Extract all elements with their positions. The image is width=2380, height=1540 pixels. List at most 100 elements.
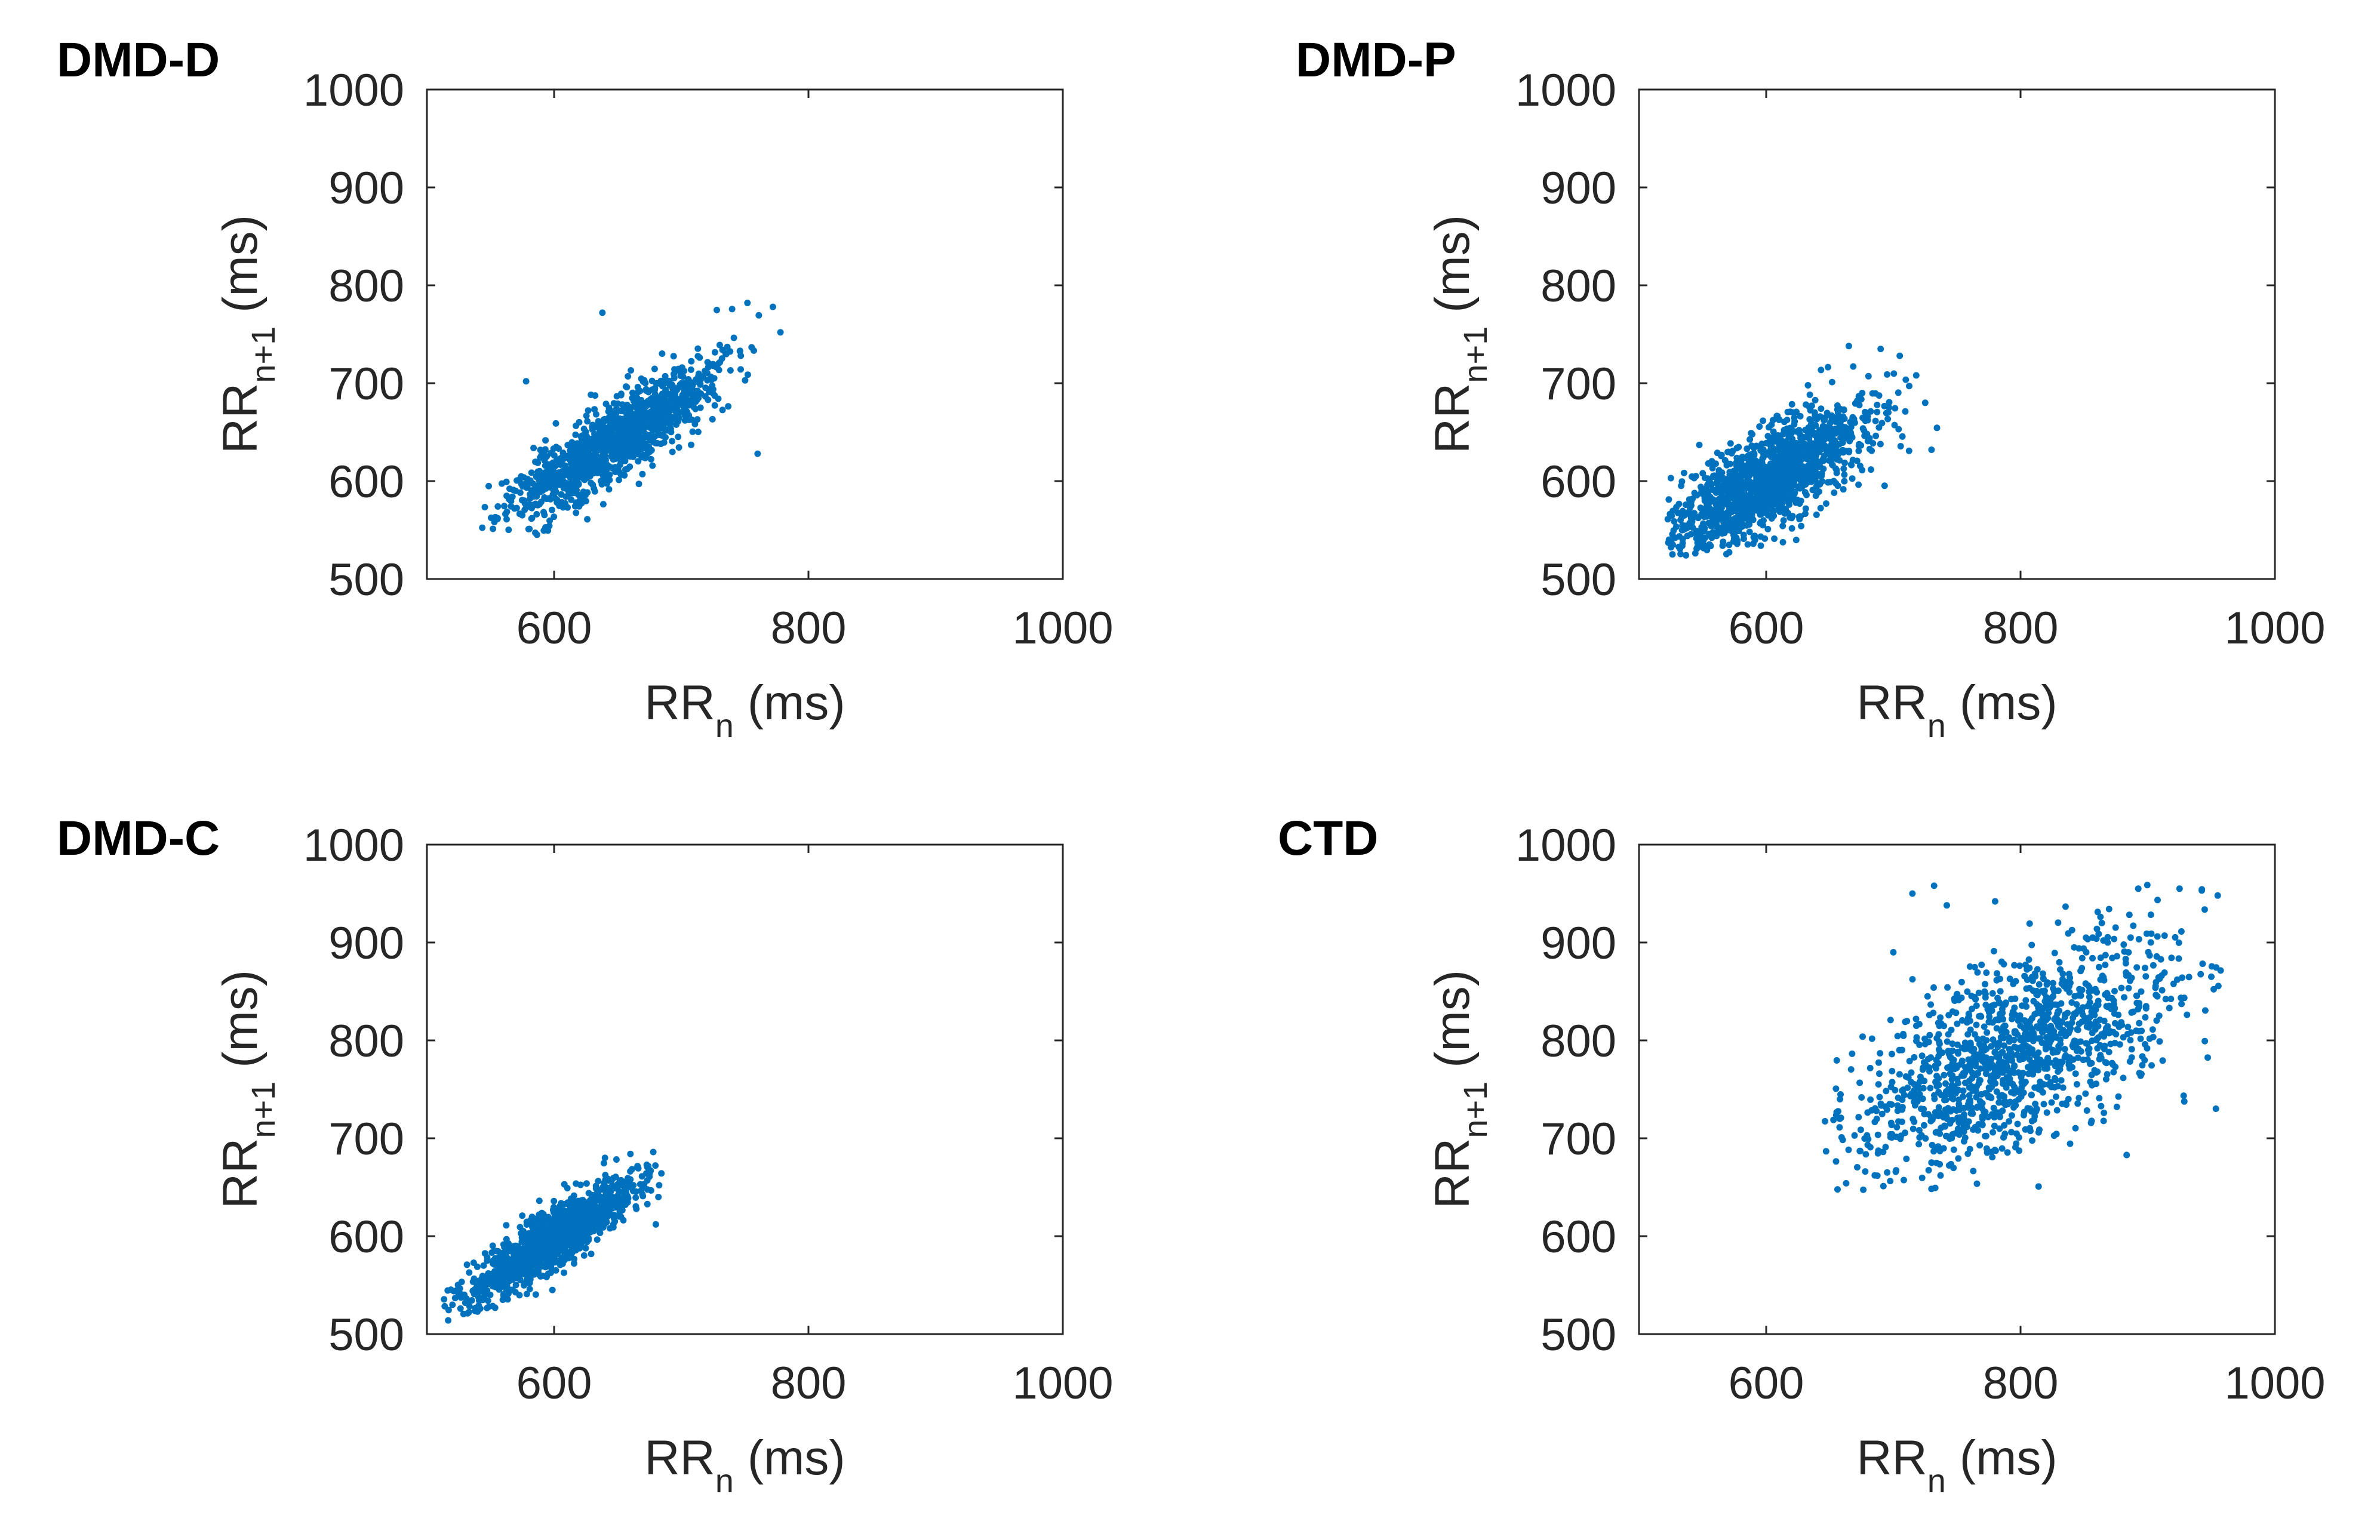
data-point	[545, 1270, 552, 1277]
data-point	[542, 437, 549, 444]
data-point	[1687, 501, 1694, 508]
data-point	[1839, 446, 1846, 454]
data-point	[2027, 1128, 2034, 1135]
data-point	[1822, 1118, 1828, 1125]
data-point	[571, 1200, 578, 1207]
data-point	[1872, 417, 1879, 424]
data-point	[1950, 1146, 1957, 1153]
data-point	[475, 1293, 482, 1301]
data-point	[2077, 992, 2084, 999]
data-point	[1770, 454, 1778, 461]
data-point	[1850, 363, 1857, 370]
data-point	[515, 1255, 522, 1262]
data-point	[449, 1301, 456, 1308]
data-point	[629, 1166, 636, 1173]
x-tick-label: 600	[516, 603, 592, 654]
data-point	[728, 306, 736, 313]
data-point	[2201, 1007, 2209, 1014]
x-tick-label: 600	[516, 1358, 592, 1409]
data-point	[602, 476, 610, 483]
scatter-points	[1664, 343, 1941, 559]
data-point	[1955, 1118, 1962, 1125]
data-point	[1801, 469, 1808, 476]
data-point-outlier	[1921, 399, 1929, 406]
data-point	[2078, 987, 2086, 993]
data-point	[2049, 980, 2056, 987]
data-point	[1739, 523, 1746, 530]
data-point	[614, 443, 621, 450]
data-point	[1806, 430, 1813, 438]
data-point	[1756, 423, 1763, 430]
data-point	[503, 1222, 510, 1229]
data-point	[2059, 1084, 2067, 1091]
data-point	[466, 1269, 473, 1276]
data-point	[1752, 457, 1759, 464]
data-point	[1665, 539, 1672, 546]
data-point	[576, 1236, 583, 1243]
data-point	[565, 491, 573, 497]
data-point	[1717, 509, 1724, 516]
data-point	[2094, 908, 2101, 916]
data-point	[508, 498, 515, 505]
data-point	[669, 383, 677, 390]
data-point	[1886, 404, 1893, 411]
data-point	[1832, 480, 1840, 487]
data-point	[1774, 465, 1781, 472]
data-point	[1864, 438, 1871, 445]
data-point	[591, 406, 598, 413]
data-point	[1837, 1091, 1844, 1098]
data-point	[543, 1262, 550, 1269]
data-point	[490, 525, 497, 532]
data-point	[675, 444, 682, 451]
data-point	[1851, 1132, 1858, 1139]
data-point	[1733, 459, 1740, 466]
data-point	[1681, 469, 1687, 476]
data-point	[1726, 541, 1733, 549]
data-point	[2008, 1129, 2015, 1136]
data-point	[554, 476, 561, 483]
data-point	[603, 426, 610, 433]
axes-frame	[426, 843, 1064, 1335]
data-point	[1751, 466, 1758, 473]
data-point	[626, 404, 634, 411]
data-point	[547, 449, 554, 457]
x-tick-label: 1000	[1012, 603, 1113, 654]
data-point	[2001, 1122, 2008, 1129]
data-point	[1738, 454, 1745, 461]
data-point	[540, 474, 548, 481]
data-point	[539, 1221, 546, 1228]
data-point	[632, 1194, 639, 1201]
data-point	[1806, 391, 1813, 398]
data-point	[533, 1254, 540, 1261]
data-point	[481, 1250, 488, 1257]
data-point	[2168, 954, 2175, 962]
data-point	[592, 1202, 598, 1209]
data-point	[1776, 444, 1783, 451]
data-point	[567, 1249, 574, 1255]
data-point	[2147, 939, 2154, 946]
panel-title: DMD-P	[1296, 33, 1456, 87]
data-point	[636, 387, 644, 395]
data-point	[1786, 424, 1794, 432]
data-point	[2111, 1039, 2118, 1046]
data-point	[585, 436, 592, 443]
data-point-outlier	[1928, 446, 1935, 453]
data-point	[573, 509, 580, 516]
data-point	[1770, 512, 1778, 519]
data-point	[1746, 463, 1754, 470]
data-point	[1885, 409, 1892, 416]
data-point	[503, 508, 511, 515]
data-point	[1701, 513, 1708, 520]
data-point	[1797, 412, 1804, 420]
data-point-outlier	[522, 378, 530, 385]
data-point	[1875, 1081, 1882, 1088]
data-point	[1786, 471, 1793, 478]
data-point	[1804, 382, 1812, 389]
data-point	[595, 1218, 602, 1225]
data-point	[622, 383, 629, 390]
data-point	[1812, 396, 1819, 404]
data-point	[620, 454, 627, 461]
scatter-points	[441, 1148, 665, 1324]
data-point	[616, 1209, 623, 1215]
data-point	[1771, 535, 1778, 542]
